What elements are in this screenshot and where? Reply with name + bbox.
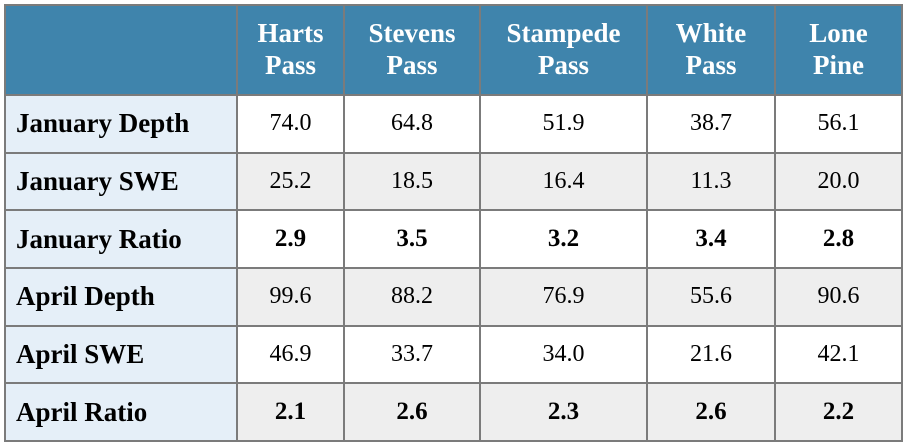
data-cell: 2.6 [646,382,776,442]
snow-pass-table: Harts Pass Stevens Pass Stampede Pass White Pas… [4,4,903,442]
table-row: January Depth 74.0 64.8 51.9 38.7 56.1 [4,94,903,154]
data-cell: 34.0 [479,324,648,385]
data-cell: 11.3 [646,151,776,212]
column-header: Lone Pine [774,4,903,96]
data-cell: 88.2 [343,266,481,327]
table-head: Harts Pass Stevens Pass Stampede Pass White Pas… [4,4,903,96]
data-cell: 99.6 [236,266,345,327]
data-cell: 2.9 [236,209,345,269]
data-cell: 55.6 [646,266,776,327]
header-row: Harts Pass Stevens Pass Stampede Pass White Pas… [4,4,903,96]
data-cell: 18.5 [343,151,481,212]
data-cell: 42.1 [774,324,903,385]
column-header: Stampede Pass [479,4,648,96]
column-header: Harts Pass [236,4,345,96]
data-cell: 25.2 [236,151,345,212]
data-cell: 51.9 [479,94,648,154]
table-row: April Depth 99.6 88.2 76.9 55.6 90.6 [4,266,903,327]
data-cell: 2.3 [479,382,648,442]
row-label: April Ratio [4,382,238,442]
table-row: April SWE 46.9 33.7 34.0 21.6 42.1 [4,324,903,385]
data-cell: 64.8 [343,94,481,154]
data-cell: 3.5 [343,209,481,269]
data-cell: 74.0 [236,94,345,154]
table-row: January SWE 25.2 18.5 16.4 11.3 20.0 [4,151,903,212]
row-label: January SWE [4,151,238,212]
table-row: April Ratio 2.1 2.6 2.3 2.6 2.2 [4,382,903,442]
data-cell: 2.8 [774,209,903,269]
data-cell: 16.4 [479,151,648,212]
data-cell: 90.6 [774,266,903,327]
data-cell: 46.9 [236,324,345,385]
row-label: January Ratio [4,209,238,269]
data-cell: 3.2 [479,209,648,269]
data-cell: 20.0 [774,151,903,212]
data-cell: 3.4 [646,209,776,269]
data-cell: 2.1 [236,382,345,442]
row-label: January Depth [4,94,238,154]
table-row: January Ratio 2.9 3.5 3.2 3.4 2.8 [4,209,903,269]
data-cell: 21.6 [646,324,776,385]
data-cell: 2.6 [343,382,481,442]
data-cell: 76.9 [479,266,648,327]
column-header: White Pass [646,4,776,96]
row-label: April SWE [4,324,238,385]
data-cell: 33.7 [343,324,481,385]
table-body: January Depth 74.0 64.8 51.9 38.7 56.1 January… [4,94,903,442]
column-header: Stevens Pass [343,4,481,96]
data-cell: 2.2 [774,382,903,442]
data-cell: 38.7 [646,94,776,154]
corner-cell [4,4,238,96]
data-cell: 56.1 [774,94,903,154]
row-label: April Depth [4,266,238,327]
